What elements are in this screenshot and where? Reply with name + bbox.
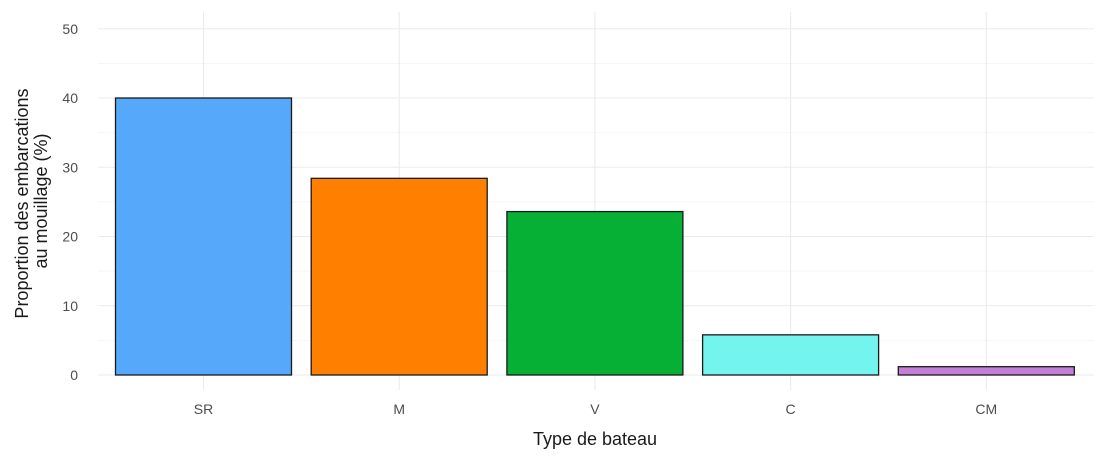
y-tick-label: 0	[70, 367, 78, 383]
x-tick-labels: SR M V C CM	[194, 401, 997, 417]
x-tick-label: SR	[194, 401, 213, 417]
y-tick-labels: 0 10 20 30 40 50	[62, 21, 78, 383]
x-tick-label: C	[786, 401, 796, 417]
x-tick-label: CM	[975, 401, 997, 417]
bar-cm	[897, 366, 1075, 376]
bars	[114, 97, 1075, 376]
y-tick-label: 20	[62, 229, 78, 245]
y-tick-label: 10	[62, 298, 78, 314]
bar-c	[701, 334, 880, 376]
bar-sr	[114, 97, 293, 376]
x-tick-label: V	[590, 401, 600, 417]
y-axis-title: Proportion des embarcations au mouillage…	[12, 83, 51, 318]
bar-v	[506, 210, 684, 376]
y-axis-title-line-2: au mouillage (%)	[31, 133, 51, 268]
y-tick-label: 50	[62, 21, 78, 37]
y-tick-label: 30	[62, 159, 78, 175]
x-axis-title: Type de bateau	[533, 429, 657, 449]
y-tick-label: 40	[62, 90, 78, 106]
bar-m	[310, 177, 488, 376]
y-axis-title-line-1: Proportion des embarcations	[12, 88, 32, 318]
x-tick-label: M	[393, 401, 405, 417]
